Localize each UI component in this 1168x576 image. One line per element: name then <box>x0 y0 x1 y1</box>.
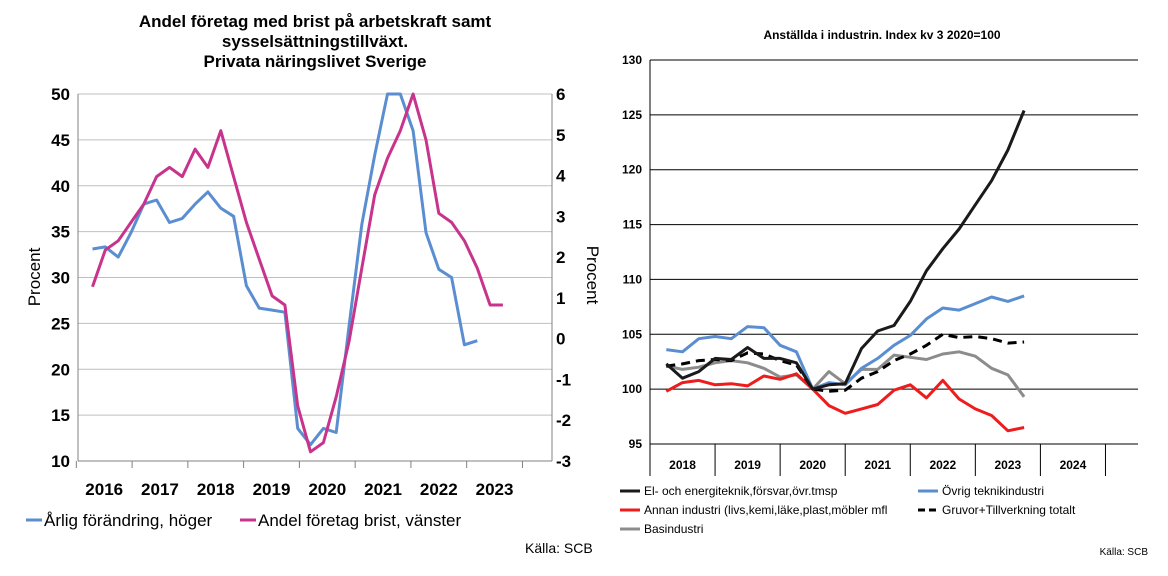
series-line-2 <box>666 294 1025 391</box>
x-tick-label: 2021 <box>364 480 402 499</box>
y-tick-label: 120 <box>622 163 642 177</box>
y2-tick-label: -1 <box>556 370 571 389</box>
x-tick-label: 2018 <box>197 480 235 499</box>
y-tick-label: 110 <box>623 272 643 286</box>
y2-tick-label: 5 <box>556 126 565 145</box>
y-tick-label: 40 <box>51 177 70 196</box>
chart-title: Anställda i industrin. Index kv 3 2020=1… <box>763 28 1000 42</box>
y2-tick-label: 1 <box>556 289 565 308</box>
y-tick-label: 20 <box>51 360 70 379</box>
y-axis-label: Procent <box>25 247 44 306</box>
y-tick-label: 100 <box>622 382 642 396</box>
x-tick-label: 2023 <box>476 480 514 499</box>
x-tick-label: 2019 <box>253 480 291 499</box>
x-tick-label: 2019 <box>734 458 761 472</box>
legend-label: Gruvor+Tillverkning totalt <box>942 503 1076 517</box>
x-tick-label: 2022 <box>420 480 458 499</box>
y-tick-label: 15 <box>51 406 70 425</box>
left-chart: Andel företag med brist på arbetskraft s… <box>25 12 602 556</box>
legend-label: Andel företag brist, vänster <box>258 511 462 530</box>
y2-axis-label: Procent <box>583 246 602 305</box>
chart-title-line: sysselsättningstillväxt. <box>222 32 408 51</box>
y-tick-label: 130 <box>622 53 642 67</box>
legend-label: Årlig förändring, höger <box>44 511 213 530</box>
y-tick-label: 115 <box>623 218 643 232</box>
x-tick-label: 2023 <box>995 458 1022 472</box>
y2-tick-label: -3 <box>556 452 571 471</box>
y2-tick-label: -2 <box>556 411 571 430</box>
legend-label: Övrig teknikindustri <box>942 484 1044 498</box>
y-tick-label: 105 <box>622 327 642 341</box>
source-label: Källa: SCB <box>525 540 593 556</box>
y-tick-label: 25 <box>51 314 70 333</box>
x-tick-label: 2024 <box>1060 458 1087 472</box>
y-tick-label: 10 <box>51 452 70 471</box>
y-tick-label: 125 <box>622 108 642 122</box>
series-line-3 <box>665 372 1025 433</box>
source-label: Källa: SCB <box>1100 547 1149 558</box>
y-tick-label: 50 <box>51 85 70 104</box>
y2-tick-label: 0 <box>556 330 565 349</box>
y2-tick-label: 4 <box>556 167 566 186</box>
x-tick-label: 2018 <box>669 458 696 472</box>
x-tick-label: 2021 <box>864 458 891 472</box>
y-tick-label: 45 <box>51 131 70 150</box>
series-line-1 <box>665 109 1026 391</box>
chart-title-line: Privata näringslivet Sverige <box>204 52 427 71</box>
y-tick-label: 95 <box>629 437 643 451</box>
legend-label: Basindustri <box>644 522 703 536</box>
x-tick-label: 2016 <box>85 480 123 499</box>
y2-tick-label: 2 <box>556 248 565 267</box>
x-tick-label: 2022 <box>929 458 956 472</box>
series-line-1 <box>92 92 478 447</box>
y-tick-label: 30 <box>51 269 70 288</box>
legend-label: Annan industri (livs,kemi,läke,plast,möb… <box>644 503 887 517</box>
chart-title-line: Andel företag med brist på arbetskraft s… <box>139 12 492 31</box>
right-chart: Anställda i industrin. Index kv 3 2020=1… <box>620 28 1148 558</box>
x-tick-label: 2020 <box>799 458 826 472</box>
x-tick-label: 2017 <box>141 480 179 499</box>
x-tick-label: 2020 <box>308 480 346 499</box>
y-tick-label: 35 <box>51 223 70 242</box>
legend-label: El- och energiteknik,försvar,övr.tmsp <box>644 484 838 498</box>
y2-tick-label: 6 <box>556 85 565 104</box>
series-line-2 <box>91 92 503 454</box>
y2-tick-label: 3 <box>556 207 565 226</box>
